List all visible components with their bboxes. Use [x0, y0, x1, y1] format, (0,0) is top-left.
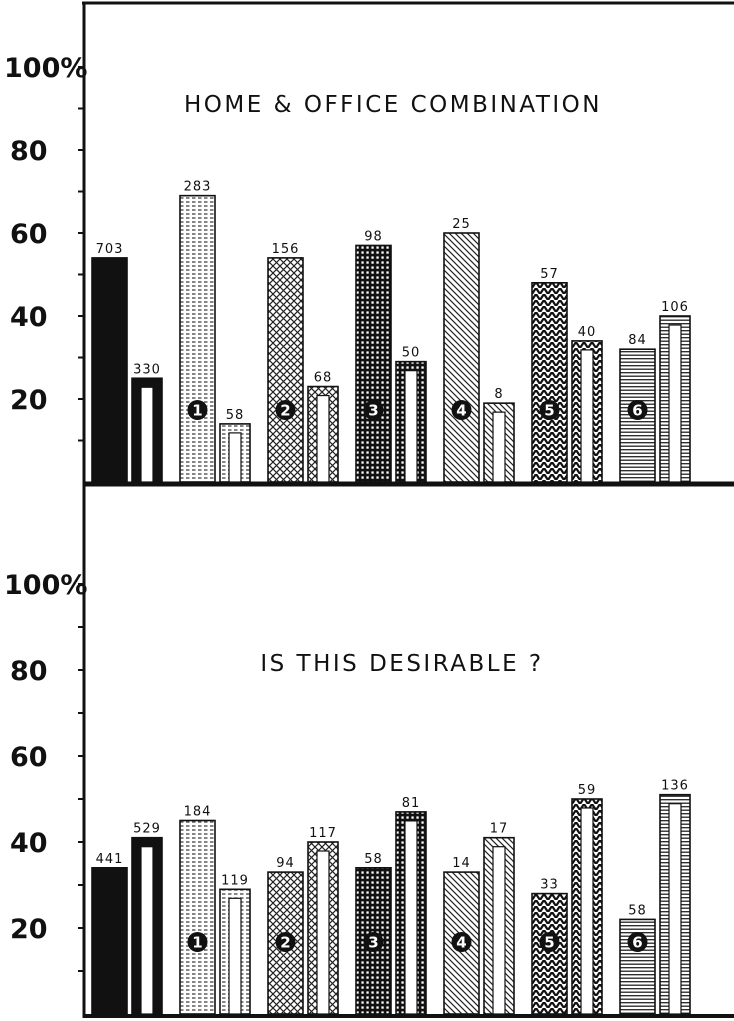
tick-label-100-percent: 100%: [4, 570, 87, 601]
bar-value-label: 119: [221, 873, 249, 888]
tick-label-20: 20: [10, 385, 48, 416]
group-marker-circle: [275, 932, 296, 952]
group-marker-number: 4: [456, 402, 466, 420]
tick-label-40: 40: [10, 302, 48, 333]
bar-value-label: 58: [628, 903, 647, 918]
bar-group-2-outline-core: [316, 394, 330, 483]
panel-home-office-combination: HOME & OFFICE COMBINATION 20 40 60 80 10…: [4, 53, 691, 483]
bar-group-6-outline-core: [668, 803, 682, 1015]
bar-value-label: 156: [272, 242, 300, 257]
group-marker-circle: [451, 932, 472, 952]
group-marker-circle: [627, 932, 648, 952]
bar-value-label: 50: [402, 346, 421, 361]
bar-value-label: 57: [540, 267, 559, 282]
bar-group-5-filled: [531, 281, 568, 483]
group-marker-number: 1: [192, 934, 202, 952]
bar-value-label: 58: [226, 408, 245, 423]
bar-value-label: 98: [364, 229, 383, 244]
bar-group-4-outline-core: [492, 846, 506, 1015]
bar-value-label: 40: [578, 325, 597, 340]
group-marker-circle: [539, 932, 560, 952]
bar-value-label: 117: [309, 826, 337, 841]
y-axis-ticks: 20 40 60 80 100%: [4, 570, 87, 972]
tick-label-80: 80: [10, 136, 48, 167]
panel-is-this-desirable: IS THIS DESIRABLE ? 20 40 60 80 100% 441…: [4, 570, 691, 1015]
bar-value-label: 84: [628, 333, 647, 348]
bar-value-label: 330: [133, 362, 161, 377]
bars: 441 529 184 119 1 94 117 2 58 81 3 14 17 4 33 59 5 58 136 6: [91, 779, 691, 1015]
group-marker-number: 5: [544, 934, 554, 952]
tick-label-40: 40: [10, 828, 48, 859]
bar-group-2-filled: [267, 257, 304, 483]
bar-group-0-filled: [91, 866, 128, 1015]
bar-group-5-filled: [531, 892, 568, 1015]
bar-group-0-filled: [91, 257, 128, 483]
bar-value-label: 68: [314, 371, 333, 386]
bar-value-label: 59: [578, 783, 597, 798]
tick-label-80: 80: [10, 656, 48, 687]
group-marker-number: 6: [632, 934, 642, 952]
group-marker-circle: [539, 400, 560, 420]
bar-value-label: 17: [490, 822, 509, 837]
bar-value-label: 106: [661, 300, 689, 315]
bar-value-label: 25: [452, 217, 471, 232]
bar-group-5-outline-core: [580, 349, 594, 483]
bar-group-1-outline-core: [228, 432, 242, 483]
bar-value-label: 94: [276, 856, 295, 871]
bar-group-4-outline-core: [492, 411, 506, 483]
group-marker-circle: [275, 400, 296, 420]
bar-value-label: 283: [184, 180, 212, 195]
bar-value-label: 441: [96, 852, 124, 867]
bar-group-3-outline-core: [404, 820, 418, 1015]
bar-group-3-outline-core: [404, 370, 418, 483]
group-marker-number: 2: [280, 402, 290, 420]
group-marker-circle: [363, 932, 384, 952]
bar-group-1-outline-core: [228, 897, 242, 1015]
bar-group-5-outline-core: [580, 807, 594, 1015]
bar-value-label: 184: [184, 805, 212, 820]
bar-value-label: 703: [96, 242, 124, 257]
tick-label-100-percent: 100%: [4, 53, 87, 84]
group-marker-circle: [187, 932, 208, 952]
bar-value-label: 58: [364, 852, 383, 867]
group-marker-number: 4: [456, 934, 466, 952]
bar-value-label: 14: [452, 856, 471, 871]
group-marker-number: 5: [544, 402, 554, 420]
bar-value-label: 529: [133, 822, 161, 837]
bar-value-label: 33: [540, 878, 559, 893]
bar-value-label: 136: [661, 779, 689, 794]
tick-label-60: 60: [10, 219, 48, 250]
group-marker-number: 3: [368, 402, 378, 420]
tick-label-20: 20: [10, 914, 48, 945]
bar-group-3-filled: [355, 244, 392, 483]
bar-group-6-outline-core: [668, 324, 682, 483]
group-marker-circle: [187, 400, 208, 420]
group-marker-circle: [451, 400, 472, 420]
bar-value-label: 81: [402, 796, 421, 811]
panel-title: IS THIS DESIRABLE ?: [260, 651, 543, 677]
panel-title: HOME & OFFICE COMBINATION: [184, 92, 602, 118]
group-marker-number: 6: [632, 402, 642, 420]
bar-value-label: 8: [494, 387, 503, 402]
tick-label-60: 60: [10, 742, 48, 773]
group-marker-number: 3: [368, 934, 378, 952]
bar-group-1-filled: [179, 194, 216, 483]
bar-group-1-filled: [179, 819, 216, 1015]
bar-group-0-outline-core: [140, 386, 154, 483]
bar-group-4-filled: [443, 232, 480, 483]
group-marker-circle: [363, 400, 384, 420]
group-marker-number: 2: [280, 934, 290, 952]
group-marker-circle: [627, 400, 648, 420]
group-marker-number: 1: [192, 402, 202, 420]
bar-group-2-outline-core: [316, 850, 330, 1015]
bar-group-0-outline-core: [140, 846, 154, 1015]
